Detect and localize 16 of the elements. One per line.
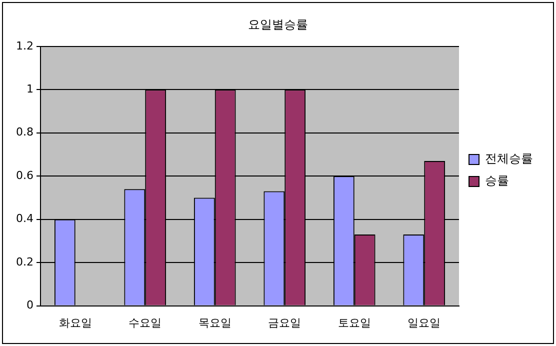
y-tick-label: 0.6 [16,168,34,182]
x-tick-label: 수요일 [128,316,162,330]
y-tick-label: 1 [26,82,34,96]
y-tick-label: 1.2 [16,39,34,52]
chart-title: 요일별승률 [248,17,308,32]
x-tick-label: 일요일 [408,316,441,330]
y-tick-label: 0 [26,298,34,312]
y-tick-label: 0.4 [16,212,34,226]
x-tick-label: 목요일 [198,316,232,330]
legend-label: 승률 [485,174,509,188]
legend-label: 전체승률 [485,152,533,166]
x-tick-label: 금요일 [268,316,302,330]
y-tick-label: 0.8 [16,126,34,139]
x-tick-label: 화요일 [58,316,92,330]
x-tick-label: 토요일 [338,316,371,330]
y-tick-label: 0.2 [16,255,34,268]
